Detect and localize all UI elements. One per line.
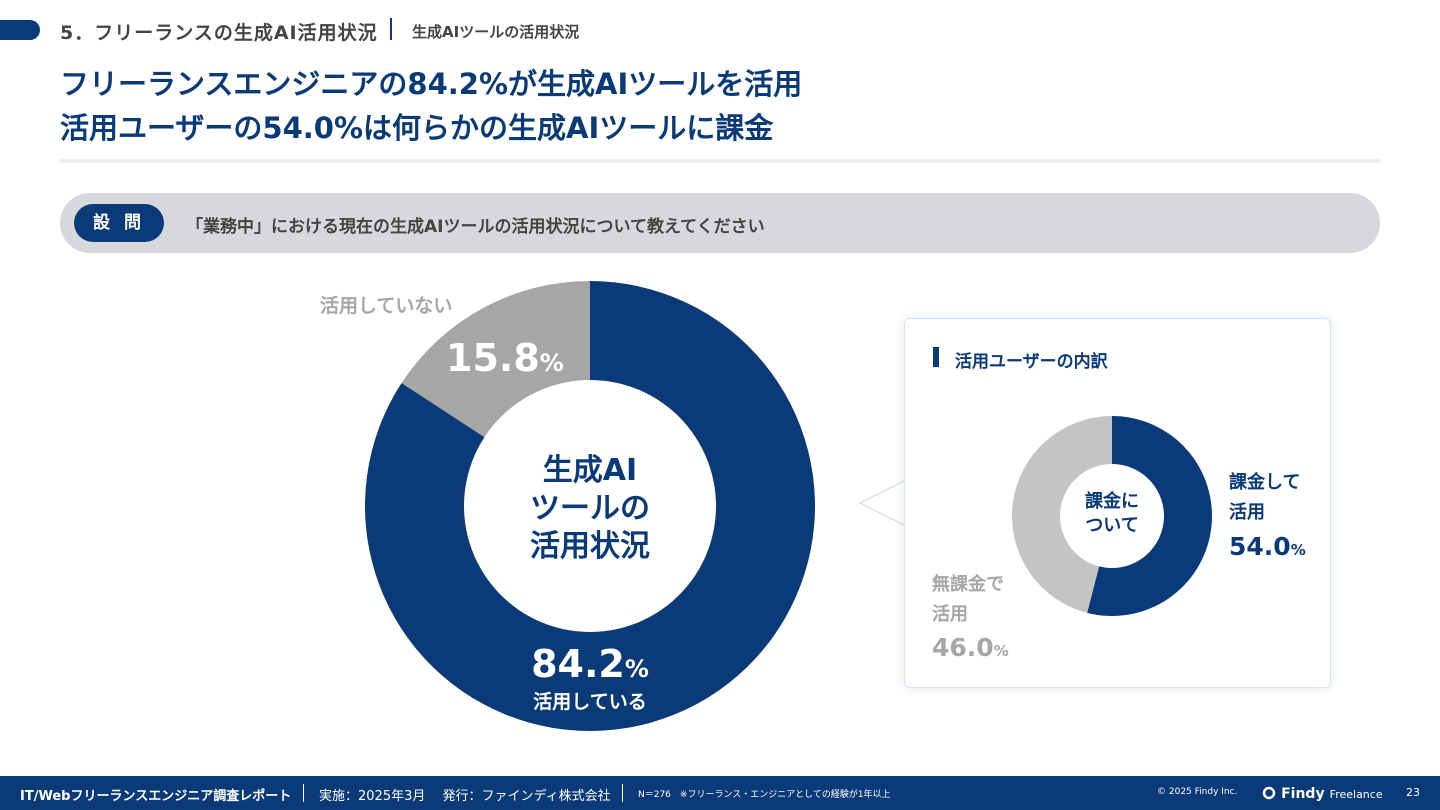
breakdown-panel: 活用ユーザーの内訳 (904, 318, 1331, 688)
used-value: 84.2% (490, 642, 690, 686)
free-label: 無課金で 活用 (932, 570, 1004, 630)
paid-label: 課金して 活用 (1229, 468, 1300, 528)
center-line-2: ツールの (530, 491, 650, 526)
page-headline: フリーランスエンジニアの84.2%が生成AIツールを活用 活用ユーザーの54.0… (60, 62, 802, 150)
center-line-1: 生成AI (542, 453, 638, 488)
main-donut-center-text: 生成AI ツールの 活用状況 (475, 452, 705, 566)
not-used-label: 活用していない (320, 295, 453, 317)
free-value: 46.0% (932, 633, 1009, 662)
free-number: 46.0 (932, 633, 994, 662)
main-donut-slice-1 (365, 281, 815, 731)
question-badge: 設 問 (74, 204, 164, 242)
findy-logo-text: Findy (1281, 786, 1325, 802)
headline-line-1: フリーランスエンジニアの84.2%が生成AIツールを活用 (60, 67, 803, 101)
free-label-line-1: 無課金で (932, 574, 1004, 595)
used-number: 84.2 (531, 642, 625, 686)
headline-line-2: 活用ユーザーの54.0%は何らかの生成AIツールに課金 (60, 111, 774, 145)
main-donut-chart (365, 281, 815, 731)
section-divider (390, 18, 392, 40)
breakdown-donut-chart (1011, 416, 1212, 616)
breakdown-title: 活用ユーザーの内訳 (955, 352, 1108, 372)
free-unit: % (993, 642, 1009, 660)
footer-copyright: © 2025 Findy Inc. (1157, 787, 1238, 797)
footer-bar: IT/Webフリーランスエンジニア調査レポート 実施：2025年3月 発行：ファ… (0, 776, 1440, 810)
findy-logo: Findy Freelance (1262, 783, 1383, 802)
breakdown-donut-slice-2 (1011, 416, 1112, 613)
question-text: 「業務中」における現在の生成AIツールの活用状況について教えてください (186, 217, 765, 237)
breakdown-center-line-1: 課金に (1085, 491, 1139, 512)
paid-label-line-2: 活用 (1229, 502, 1265, 523)
not-used-number: 15.8 (446, 336, 540, 380)
footer-divider-1 (303, 784, 304, 802)
center-line-3: 活用状況 (530, 529, 650, 564)
main-donut-slice-2 (401, 281, 590, 438)
not-used-value: 15.8% (446, 336, 564, 380)
used-unit: % (624, 655, 649, 683)
findy-logo-sub: Freelance (1329, 788, 1383, 801)
findy-logo-icon (1262, 786, 1276, 800)
callout-pointer (858, 478, 908, 528)
sub-section-title: 生成AIツールの活用状況 (412, 23, 580, 41)
used-label: 活用している (533, 691, 647, 713)
free-label-line-2: 活用 (932, 604, 968, 625)
breakdown-title-marker (933, 347, 939, 367)
page-number: 23 (1406, 786, 1420, 799)
paid-number: 54.0 (1229, 532, 1291, 561)
paid-unit: % (1290, 541, 1306, 559)
breakdown-center-line-2: ついて (1085, 515, 1139, 536)
paid-value: 54.0% (1229, 532, 1306, 561)
not-used-unit: % (539, 349, 564, 377)
footer-divider-2 (622, 784, 623, 802)
headline-rule (60, 159, 1380, 163)
section-title: 5．フリーランスの生成AI活用状況 (60, 22, 378, 44)
question-bar: 設 問 「業務中」における現在の生成AIツールの活用状況について教えてください (60, 193, 1380, 253)
footer-note: N＝276 ※フリーランス・エンジニアとしての経験が1年以上 (638, 790, 891, 800)
breakdown-donut-slice-1 (1087, 416, 1212, 616)
breakdown-center-text: 課金に ついて (1062, 490, 1162, 538)
paid-label-line-1: 課金して (1229, 472, 1301, 493)
section-tab-marker (0, 20, 40, 40)
footer-date: 実施：2025年3月 発行：ファインディ株式会社 (319, 789, 611, 804)
footer-report-title: IT/Webフリーランスエンジニア調査レポート (20, 789, 292, 804)
